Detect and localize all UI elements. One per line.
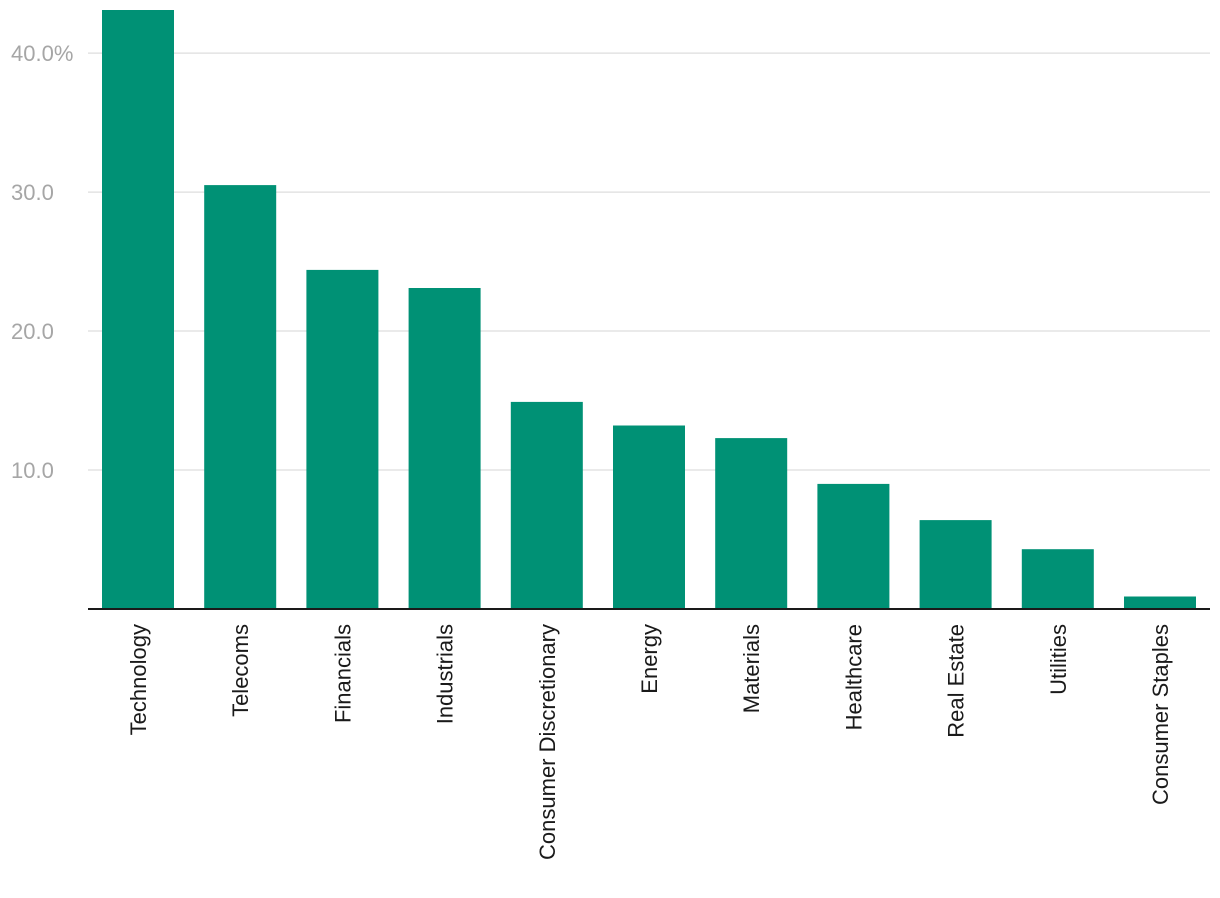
y-tick-label: 30.0 [11,180,54,205]
x-tick-label: Financials [330,624,355,723]
y-tick-label: 40.0% [11,41,73,66]
bar-healthcare [817,483,890,609]
x-tick-label: Consumer Discretionary [535,624,560,860]
x-tick-label: Telecoms [228,624,253,717]
x-tick-label: Energy [637,624,662,694]
x-tick-label: Technology [126,624,151,735]
bar-technology [102,10,174,609]
x-tick-label: Materials [739,624,764,713]
bar-consumer-discretionary [510,401,583,609]
x-tick-label: Industrials [433,624,458,724]
bars [102,10,1196,609]
y-tick-label: 20.0 [11,319,54,344]
bar-real-estate [919,520,992,609]
bar-financials [306,269,379,609]
bar-utilities [1021,549,1094,609]
x-tick-label: Consumer Staples [1148,624,1173,805]
y-tick-label: 10.0 [11,458,54,483]
bar-energy [613,425,685,609]
bar-telecoms [204,185,277,609]
bar-materials [715,438,788,609]
x-tick-label: Healthcare [841,624,866,730]
bar-consumer-staples [1124,596,1196,609]
x-axis-labels: Technology Telecoms Financials Industrials C… [126,624,1173,860]
x-tick-label: Real Estate [944,624,969,738]
y-axis-ticks: 10.0 20.0 30.0 40.0% [11,41,73,483]
x-tick-label: Utilities [1046,624,1071,695]
bar-industrials [408,288,481,609]
